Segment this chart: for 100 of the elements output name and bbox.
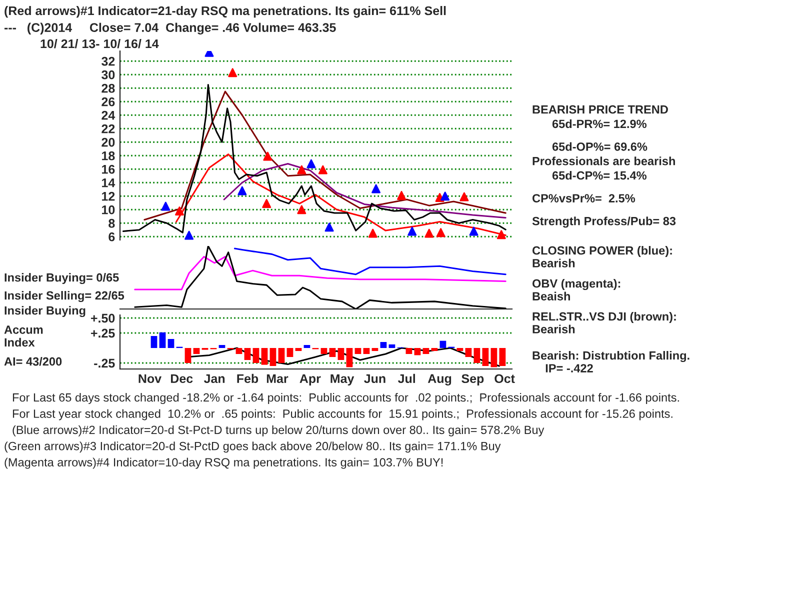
y-tick-label: 10 xyxy=(102,205,115,214)
bar xyxy=(184,348,192,363)
bar xyxy=(354,348,362,354)
bar xyxy=(193,348,200,354)
bar xyxy=(372,348,378,351)
point xyxy=(424,228,434,238)
bar xyxy=(244,348,251,360)
text: Insider Buying= 0/65 xyxy=(4,273,119,284)
y-tick-label: +.50 xyxy=(90,314,115,323)
bar xyxy=(278,348,285,363)
point xyxy=(460,192,469,202)
point xyxy=(297,205,306,214)
bar xyxy=(482,348,489,366)
point xyxy=(324,222,334,232)
bar xyxy=(422,348,430,354)
bar xyxy=(320,348,328,354)
text: (Magenta arrows)#4 Indicator=10-day RSQ ma penetrations. Its gain= 103.7% BUY! xyxy=(4,458,443,469)
bar xyxy=(440,340,446,348)
text: 65d-PR%= 12.9% xyxy=(552,119,647,128)
x-tick-label: Apr xyxy=(300,374,321,386)
y-tick-label: 30 xyxy=(102,70,115,80)
text: 65d-CP%= 15.4% xyxy=(552,171,647,180)
bar xyxy=(465,348,472,357)
line-series xyxy=(223,162,506,218)
chart-title: (Red arrows)#1 Indicator=21-day RSQ ma penetrations. Its gain= 611% Sell xyxy=(4,6,446,18)
text: (Green arrows)#3 Indicator=20-d St-PctD goes back above 20/below 80.. Its gain= 171.1% Buy xyxy=(4,442,501,453)
y-tick-label: 20 xyxy=(102,138,115,147)
bar xyxy=(490,348,498,368)
text: Bearish: Distrubtion Falling. IP= -.422 xyxy=(532,351,690,372)
text: BEARISH PRICE TREND xyxy=(532,105,668,114)
bar xyxy=(168,339,174,348)
point xyxy=(184,230,194,240)
bar xyxy=(236,348,242,354)
text: REL.STR..VS DJI (brown): Bearish xyxy=(532,312,676,334)
text: CP%vsPr%= 2.5% xyxy=(532,194,636,202)
annotation: Insider Selling= 22/65 xyxy=(4,291,124,302)
point xyxy=(372,184,381,194)
text: Professionals are bearish xyxy=(532,156,675,166)
y-tick-label: 14 xyxy=(102,178,116,188)
bar xyxy=(499,348,506,366)
y-tick-label: 8 xyxy=(108,218,115,228)
x-tick-label: May xyxy=(330,374,354,386)
point xyxy=(238,186,247,196)
x-tick-label: Nov xyxy=(138,374,162,384)
y-tick-label: 6 xyxy=(108,232,115,242)
point xyxy=(174,206,184,216)
point xyxy=(297,165,306,174)
bar xyxy=(414,348,421,356)
bar xyxy=(150,336,158,348)
bar xyxy=(252,348,260,363)
y-tick-label: 12 xyxy=(102,192,115,201)
bar xyxy=(406,348,412,354)
bar xyxy=(261,348,268,365)
point xyxy=(496,230,506,240)
point xyxy=(318,165,328,174)
bar xyxy=(431,348,438,351)
bar xyxy=(286,348,294,357)
text: Accum Index xyxy=(4,326,43,347)
text: Insider Buying xyxy=(4,306,86,318)
x-tick-label: Oct xyxy=(494,374,515,384)
text: For Last 65 days stock changed -18.2% or -1.64 points: Public accounts for .02 points.; Professionals account for -1.66 points. xyxy=(12,393,679,404)
y-tick-label: 22 xyxy=(102,124,115,134)
line-series xyxy=(144,90,506,221)
y-tick-label: 26 xyxy=(102,97,115,106)
point xyxy=(469,226,478,236)
text: (Blue arrows)#2 Indicator=20-d St-Pct-D turns up below 20/turns down over 80.. Its gain= 578.2% Buy xyxy=(12,425,544,436)
x-tick-label: Dec xyxy=(170,374,193,384)
point xyxy=(436,228,446,238)
point xyxy=(368,228,378,238)
bar xyxy=(304,345,310,348)
bar xyxy=(363,348,370,354)
bar xyxy=(474,348,480,363)
bar xyxy=(338,348,344,360)
point xyxy=(228,68,238,78)
point xyxy=(161,202,170,211)
y-tick-label: +.25 xyxy=(90,328,115,338)
x-tick-label: Jan xyxy=(204,374,225,384)
text: For Last year stock changed 10.2% or .65 points: Public accounts for 15.91 points.; Professionals account for -15.26 points. xyxy=(12,409,672,420)
bar xyxy=(159,332,166,348)
text: Strength Profess/Pub= 83 xyxy=(532,216,676,228)
text: 10/ 21/ 13- 10/ 16/ 14 xyxy=(40,39,159,48)
bar xyxy=(218,345,226,348)
y-tick-label: 24 xyxy=(102,110,116,120)
x-tick-label: Jun xyxy=(364,374,386,384)
text: AI= 43/200 xyxy=(4,357,62,366)
bar xyxy=(380,342,387,348)
point xyxy=(397,190,406,200)
point xyxy=(262,199,272,208)
point xyxy=(263,152,272,161)
x-tick-label: Mar xyxy=(266,374,288,384)
x-tick-label: Aug xyxy=(428,374,452,386)
bar xyxy=(329,348,336,357)
y-tick-label: 18 xyxy=(102,151,115,160)
bar xyxy=(295,348,302,351)
point xyxy=(306,159,316,168)
chart-subtitle: --- (C)2014 Close= 7.04 Change= .46 Volume= 463.35 xyxy=(4,22,336,35)
bar xyxy=(456,348,464,351)
point xyxy=(440,192,450,201)
x-tick-label: Jul xyxy=(398,374,415,384)
bar xyxy=(270,348,276,366)
